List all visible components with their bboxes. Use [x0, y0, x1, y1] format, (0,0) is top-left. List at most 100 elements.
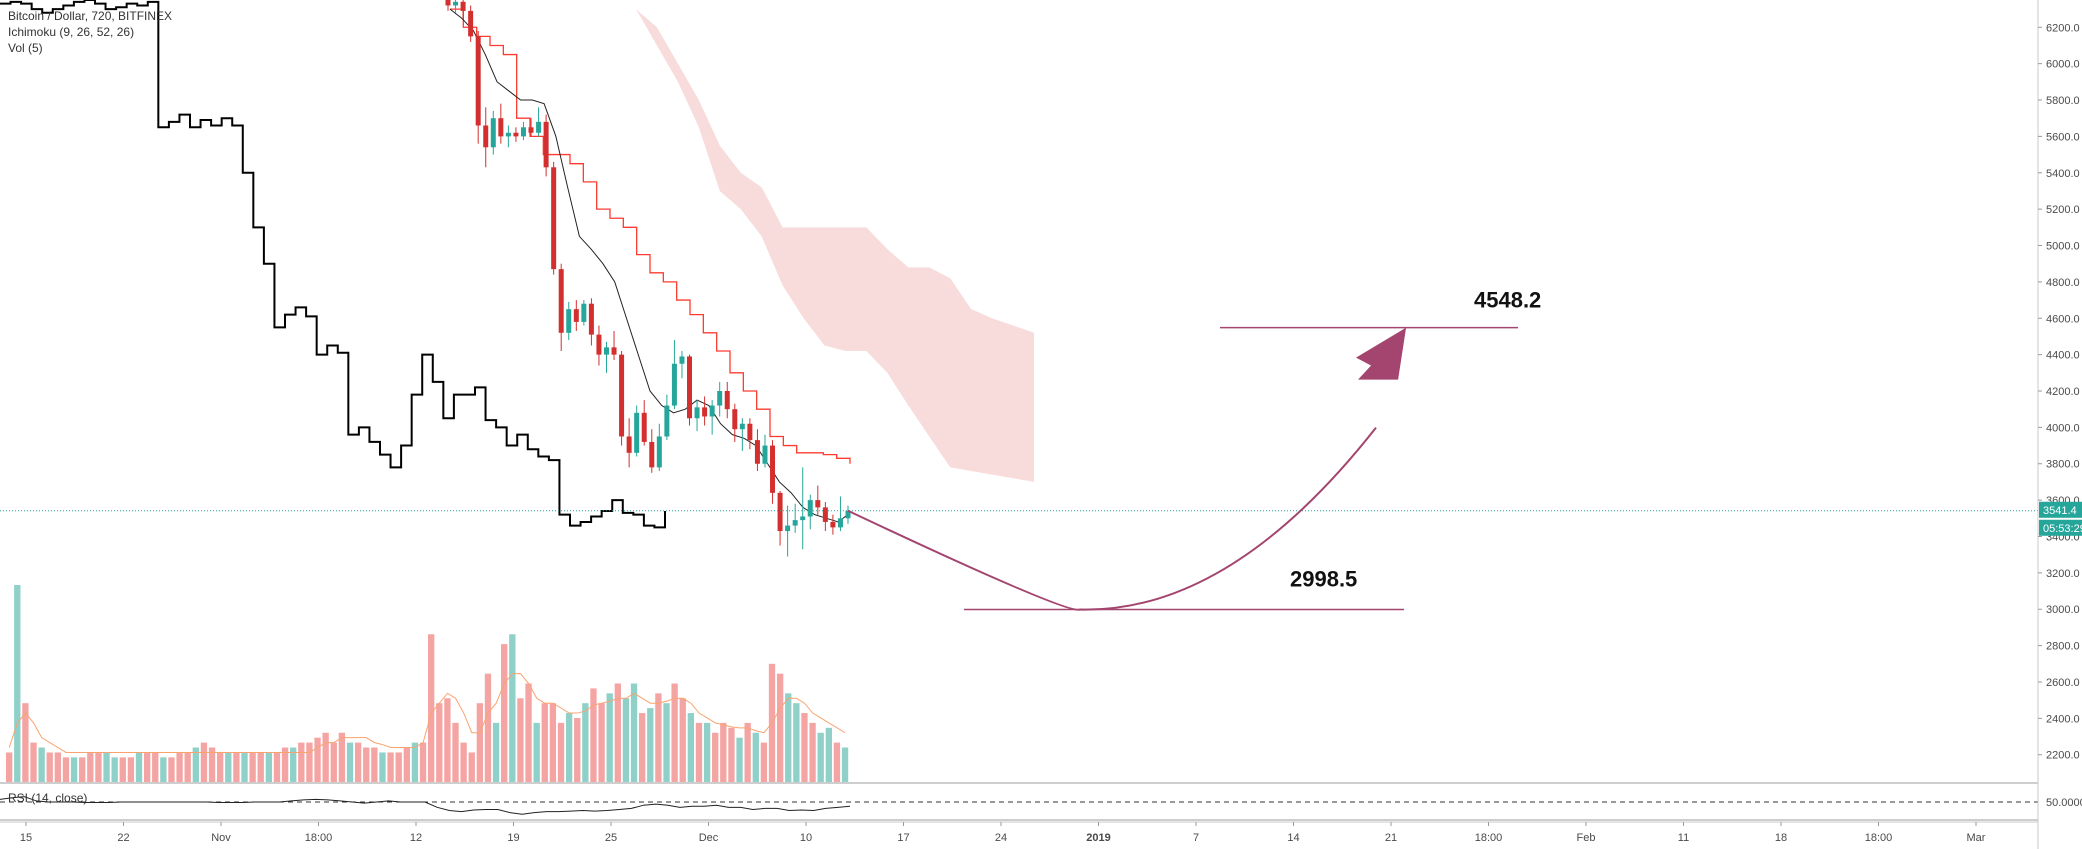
volume-bar [233, 752, 240, 782]
candle-body [483, 125, 489, 148]
price-tick-label: 4800.0 [2046, 277, 2080, 289]
candle-body [558, 269, 564, 333]
time-tick-label: 25 [605, 832, 617, 844]
volume-bar [95, 752, 102, 782]
time-tick-label: 21 [1385, 832, 1397, 844]
volume-bar [87, 752, 94, 782]
volume-bar [135, 752, 143, 782]
volume-bar [752, 732, 759, 782]
candle-body [498, 118, 504, 137]
volume-bar [6, 752, 13, 782]
volume-bar [549, 703, 557, 782]
volume-bar [54, 752, 62, 782]
volume-bar [346, 742, 354, 782]
volume-bar [30, 742, 37, 782]
volume-bar [533, 722, 540, 782]
volume-bar [525, 683, 532, 782]
price-tick-label: 2400.0 [2046, 713, 2080, 725]
candle-body [513, 132, 519, 137]
volume-bar [330, 742, 337, 782]
volume-bar [387, 752, 394, 782]
rsi-level-label: 50.0000 [2046, 797, 2082, 809]
candle-body [747, 423, 753, 441]
price-axis[interactable]: 6200.0 6000.0 5800.0 5600.0 5400.0 5200.0 5000… [2037, 0, 2082, 849]
price-tick-label: 5000.0 [2046, 241, 2080, 253]
candle-body [543, 121, 549, 168]
candle-body [702, 407, 708, 417]
candle-body [520, 127, 526, 137]
candle-body [717, 391, 723, 406]
time-tick-label: 18:00 [305, 832, 333, 844]
time-tick-label: 19 [507, 832, 519, 844]
price-tick-label: 2800.0 [2046, 641, 2080, 653]
volume-bar [46, 752, 53, 782]
time-tick-label: 2019 [1086, 832, 1110, 844]
volume-bar [265, 752, 273, 782]
volume-bar [160, 757, 167, 782]
time-tick-label: 22 [117, 832, 129, 844]
volume-bar [557, 722, 565, 782]
candle-body [505, 132, 511, 137]
volume-bar [582, 703, 589, 782]
volume-bar [639, 713, 646, 782]
ichimoku-legend: Ichimoku (9, 26, 52, 26) [8, 25, 135, 39]
volume-bar [152, 752, 159, 782]
volume-bar [728, 727, 735, 782]
candle-body [588, 303, 594, 335]
conversion-line [449, 8, 851, 523]
kumo-cloud [636, 9, 1034, 482]
time-tick-label: Mar [1967, 832, 1986, 844]
volume-bar [833, 742, 841, 782]
time-tick-label: 14 [1287, 832, 1299, 844]
candle-body [822, 507, 828, 522]
target-low-label: 2998.5 [1290, 567, 1357, 592]
candle-body [845, 510, 851, 519]
volume-bar [290, 747, 297, 782]
volume-bar [143, 752, 151, 782]
volume-bar [622, 698, 630, 782]
time-tick-label: 7 [1193, 832, 1199, 844]
candle-body [815, 500, 821, 508]
candle-body [490, 118, 496, 148]
volume-bar [314, 737, 321, 782]
projection-curve [847, 427, 1377, 611]
volume-bar [298, 742, 305, 782]
volume-bar [273, 752, 281, 782]
volume-bar [127, 757, 135, 782]
rsi-line [0, 796, 851, 815]
volume-bar [111, 757, 118, 782]
time-tick-label: 15 [20, 832, 32, 844]
volume-bar [606, 693, 613, 782]
volume-bar [630, 683, 638, 782]
volume-bar [14, 585, 21, 782]
candle-body [551, 167, 557, 270]
projection-annotations[interactable]: 4548.2 2998.5 [847, 288, 1541, 611]
projection-arrowhead-fill [1356, 327, 1406, 380]
volume-bar [647, 708, 654, 782]
volume-bar [363, 747, 370, 782]
price-tick-label: 5200.0 [2046, 204, 2080, 216]
time-tick-label: 17 [897, 832, 909, 844]
volume-bar [476, 703, 484, 782]
volume-bar [793, 703, 800, 782]
time-axis[interactable]: 15 22 Nov 18:00 12 19 25 Dec 10 17 24 2019 7 14 21 18:0… [0, 821, 2038, 844]
candle-body [807, 500, 813, 517]
volume-bar [501, 644, 508, 782]
volume-bar [257, 752, 264, 782]
rsi-panel: RSI (14, close) 50.0000 [0, 782, 2082, 821]
volume-bar [509, 634, 516, 782]
candle-body [664, 405, 670, 437]
volume-bar [460, 742, 467, 782]
price-tick-label: 6200.0 [2046, 22, 2080, 34]
price-tick-label: 4000.0 [2046, 422, 2080, 434]
time-tick-label: 18:00 [1475, 832, 1503, 844]
volume-bar [371, 747, 378, 782]
candle-body [619, 354, 625, 437]
volume-bar [419, 742, 427, 782]
volume-bar [200, 742, 208, 782]
candle-body [694, 407, 700, 419]
time-tick-label: 12 [410, 832, 422, 844]
candle-body [837, 518, 843, 528]
volume-bar [281, 747, 289, 782]
